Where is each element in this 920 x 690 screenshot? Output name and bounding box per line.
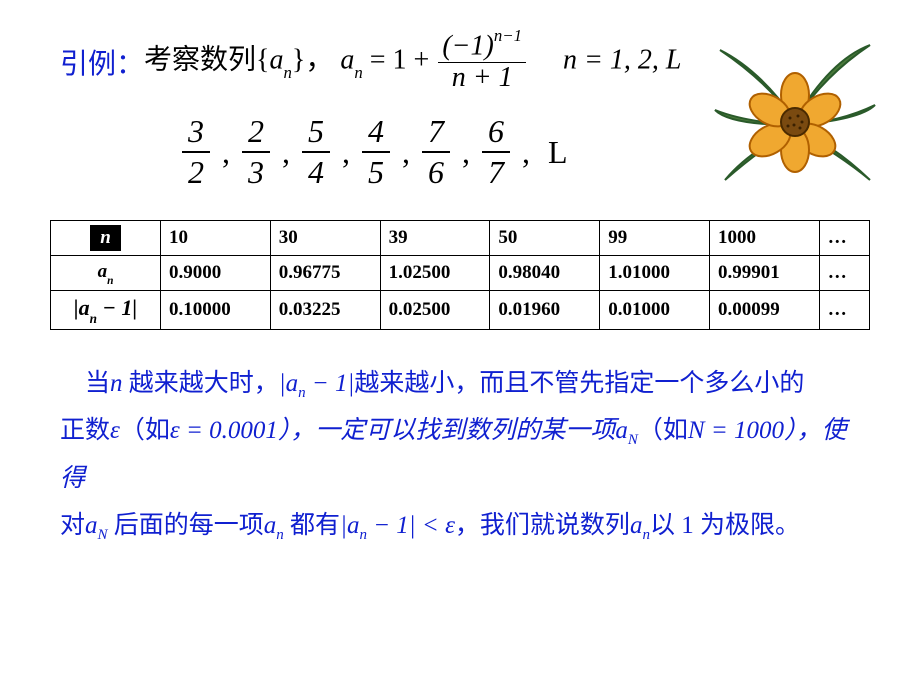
cell: 30	[270, 221, 380, 256]
table-row: |an − 1| 0.10000 0.03225 0.02500 0.01960…	[51, 291, 870, 329]
conclusion-text: 当n 越来越大时，|an − 1|越来越小，而且不管先指定一个多么小的 正数ε（…	[60, 360, 870, 550]
intro-text: 考察数列{an}， an = 1 + (−1)n−1 n + 1 n = 1, …	[144, 30, 681, 94]
cell: …	[819, 221, 869, 256]
n-range: n = 1, 2, L	[563, 44, 681, 75]
prefix-label: 引例：	[60, 42, 144, 82]
table-row: an 0.9000 0.96775 1.02500 0.98040 1.0100…	[51, 256, 870, 291]
cell: 0.00099	[709, 291, 819, 329]
cell: 0.01000	[600, 291, 710, 329]
cell: 0.99901	[709, 256, 819, 291]
cell: 1000	[709, 221, 819, 256]
header-abs: |an − 1|	[51, 291, 161, 329]
cell: 0.01960	[490, 291, 600, 329]
cell: 10	[161, 221, 271, 256]
cell: 39	[380, 221, 490, 256]
header-n: n	[51, 221, 161, 256]
data-table: n 10 30 39 50 99 1000 … an 0.9000 0.9677…	[50, 220, 870, 329]
seq-term: 54	[302, 114, 330, 190]
seq-term: 45	[362, 114, 390, 190]
seq-term: 76	[422, 114, 450, 190]
cell: 99	[600, 221, 710, 256]
intro-fraction: (−1)n−1 n + 1	[438, 30, 526, 94]
table-row: n 10 30 39 50 99 1000 …	[51, 221, 870, 256]
seq-tail: L	[540, 134, 568, 171]
cell: 0.98040	[490, 256, 600, 291]
header-an: an	[51, 256, 161, 291]
cell: 0.96775	[270, 256, 380, 291]
cell: …	[819, 291, 869, 329]
cell: 0.03225	[270, 291, 380, 329]
seq-term: 32	[182, 114, 210, 190]
cell: …	[819, 256, 869, 291]
cell: 0.02500	[380, 291, 490, 329]
seq-term: 23	[242, 114, 270, 190]
cell: 0.9000	[161, 256, 271, 291]
cell: 50	[490, 221, 600, 256]
cell: 0.10000	[161, 291, 271, 329]
cell: 1.02500	[380, 256, 490, 291]
cell: 1.01000	[600, 256, 710, 291]
flower-icon	[710, 30, 880, 190]
seq-term: 67	[482, 114, 510, 190]
